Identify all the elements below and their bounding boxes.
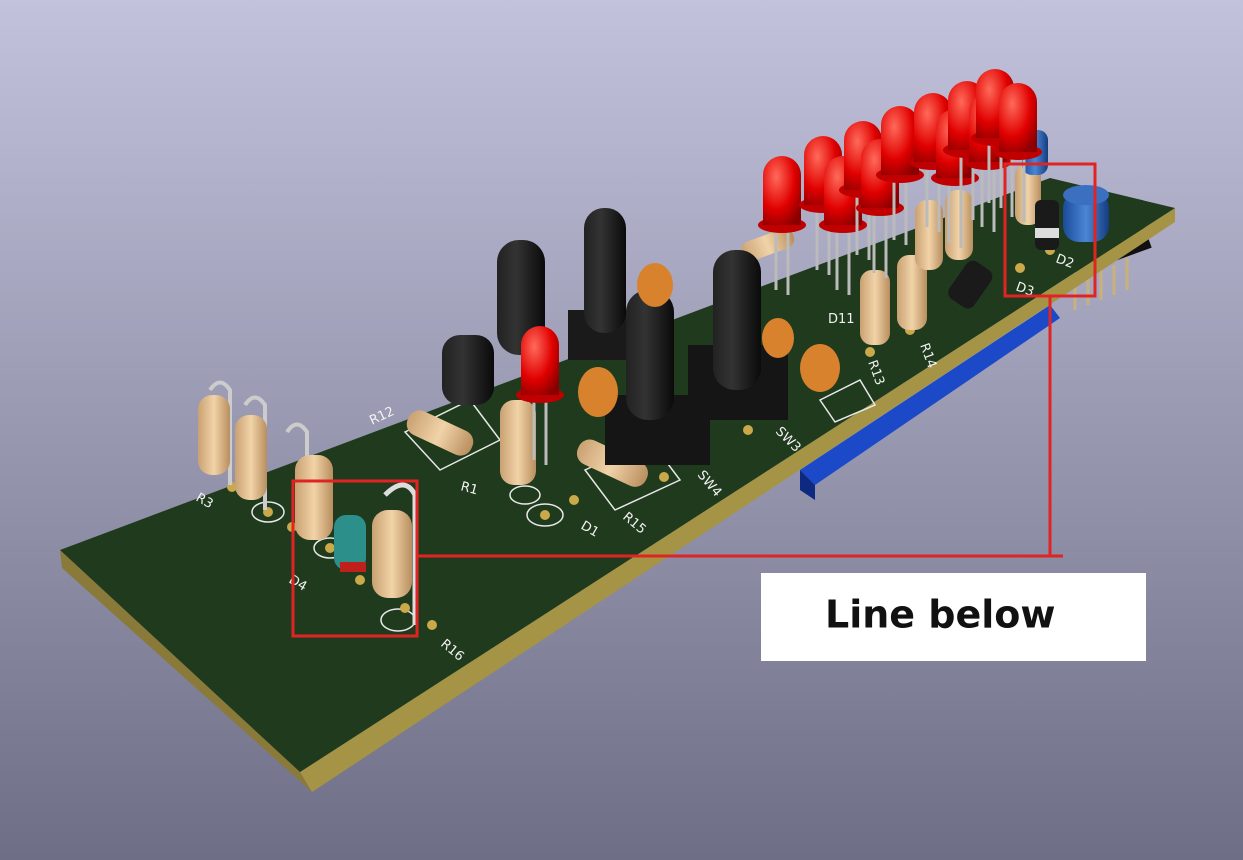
silk-label: D2 (1054, 252, 1076, 272)
module-side (800, 470, 815, 500)
led-dome (999, 83, 1037, 152)
led-dome (881, 106, 919, 175)
leds (516, 69, 1042, 465)
annotation-marks (291, 162, 1097, 638)
callout-text: Line below (825, 593, 1056, 637)
capacitors (578, 263, 840, 417)
silk-label: D11 (828, 312, 855, 327)
silk-label: R3 (193, 490, 215, 512)
module (800, 305, 1060, 485)
resistors (198, 165, 1041, 625)
callout-box (761, 573, 1146, 661)
buttons (442, 200, 1059, 465)
led-dome (521, 326, 559, 395)
board-edge-front (300, 208, 1175, 792)
board-edge-left (60, 550, 312, 792)
silk-label: R1 (459, 479, 480, 498)
led-dome (763, 156, 801, 225)
